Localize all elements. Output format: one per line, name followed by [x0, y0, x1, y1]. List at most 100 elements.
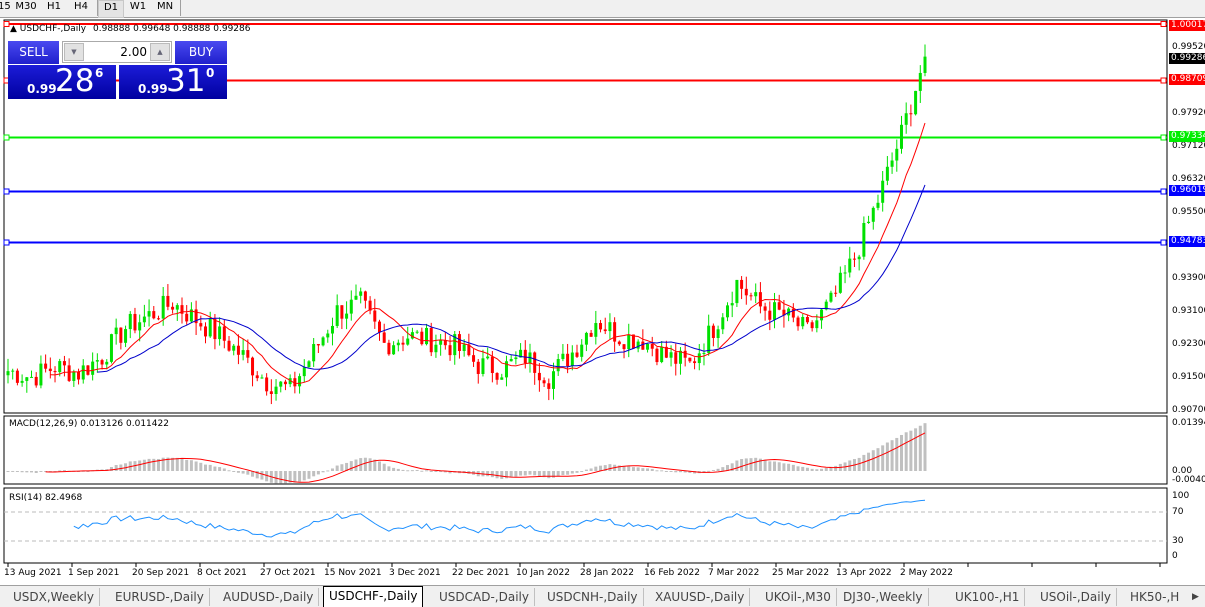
tf-m15[interactable]: 15 — [0, 1, 11, 12]
tabs-scroll-right-icon[interactable]: ▶ — [1192, 592, 1199, 602]
decrease-lot-button[interactable]: ▼ — [64, 43, 84, 61]
candle-body — [274, 386, 278, 395]
candle-body — [269, 391, 273, 395]
macd-histogram-bar — [25, 471, 29, 473]
buy-price[interactable]: 0.99 31 0 — [119, 63, 227, 99]
macd-histogram-bar — [307, 471, 311, 479]
candle-body — [194, 309, 198, 324]
macd-histogram-bar — [204, 464, 208, 471]
candle-body — [749, 295, 753, 297]
macd-histogram-bar — [646, 468, 650, 471]
candle-body — [321, 337, 325, 346]
candle-body — [330, 325, 334, 334]
macd-histogram-bar — [763, 459, 767, 471]
tab-xauusd-daily[interactable]: XAUUSD-,Daily — [650, 588, 751, 606]
tab-usdx-weekly[interactable]: USDX,Weekly — [8, 588, 100, 606]
tab-usoil-daily[interactable]: USOil-,Daily — [1035, 588, 1118, 606]
macd-histogram-bar — [551, 471, 555, 478]
candle-body — [439, 340, 443, 345]
sell-price[interactable]: 0.99 28 6 — [8, 63, 116, 99]
macd-histogram-bar — [716, 468, 720, 471]
candle-body — [500, 377, 504, 380]
candle-body — [147, 311, 151, 317]
macd-histogram-bar — [566, 471, 570, 475]
macd-histogram-bar — [86, 471, 90, 472]
candle-body — [660, 346, 664, 363]
increase-lot-button[interactable]: ▲ — [150, 43, 170, 61]
candle-body — [914, 90, 918, 115]
macd-histogram-bar — [208, 464, 212, 471]
date-label: 16 Feb 2022 — [644, 568, 701, 578]
macd-histogram-bar — [241, 471, 245, 474]
tf-m30[interactable]: M30 — [15, 1, 37, 12]
tf-mn[interactable]: MN — [156, 1, 174, 12]
macd-histogram-bar — [152, 458, 156, 471]
macd-histogram-bar — [533, 471, 537, 476]
macd-histogram-bar — [175, 457, 179, 471]
chart-tabs: USDX,Weekly EURUSD-,Daily AUDUSD-,Daily … — [0, 585, 1205, 607]
macd-histogram-bar — [787, 463, 791, 471]
tf-h4[interactable]: H4 — [74, 1, 88, 12]
tab-usdchf-daily[interactable]: USDCHF-,Daily — [323, 586, 424, 607]
macd-histogram-bar — [542, 471, 546, 478]
candle-body — [707, 325, 711, 353]
level-tag-3: 0.97334 — [1169, 131, 1205, 142]
macd-histogram-bar — [570, 471, 574, 474]
macd-histogram-bar — [373, 459, 377, 471]
rsi-axis-label: 100 — [1172, 491, 1190, 501]
candle-body — [490, 356, 494, 374]
date-label: 2 May 2022 — [900, 568, 953, 578]
candle-body — [265, 377, 269, 392]
macd-histogram-bar — [777, 462, 781, 471]
lot-size-stepper[interactable]: ▼ 2.00 ▲ — [62, 41, 172, 63]
macd-axis-label: 0.00 — [1172, 466, 1193, 476]
tf-d1[interactable]: D1 — [98, 0, 124, 18]
candle-body — [288, 378, 292, 385]
macd-histogram-bar — [537, 471, 541, 477]
sell-button[interactable]: SELL — [8, 41, 59, 64]
tab-eurusd-daily[interactable]: EURUSD-,Daily — [110, 588, 210, 606]
macd-histogram-bar — [580, 471, 584, 472]
tab-uk100-h1[interactable]: UK100-,H1 — [950, 588, 1026, 606]
tab-dj30-weekly[interactable]: DJ30-,Weekly — [838, 588, 929, 606]
candle-body — [222, 326, 226, 341]
candle-body — [368, 300, 372, 311]
candle-body — [495, 373, 499, 380]
candle-body — [848, 258, 852, 273]
buy-button[interactable]: BUY — [175, 41, 227, 64]
candle-body — [312, 344, 316, 362]
macd-histogram-bar — [410, 470, 414, 472]
macd-histogram-bar — [218, 467, 222, 471]
date-label: 7 Mar 2022 — [708, 568, 760, 578]
macd-histogram-bar — [627, 466, 631, 471]
tf-h1[interactable]: H1 — [47, 1, 61, 12]
macd-histogram-bar — [415, 470, 419, 472]
tab-hk50[interactable]: HK50-,H — [1130, 590, 1180, 604]
macd-histogram-bar — [316, 471, 320, 475]
candle-body — [617, 341, 621, 345]
collapse-triangle-icon[interactable]: ▲ — [10, 24, 17, 34]
macd-histogram-bar — [486, 471, 490, 477]
tab-audusd-daily[interactable]: AUDUSD-,Daily — [218, 588, 320, 606]
tab-usdcnh-daily[interactable]: USDCNH-,Daily — [542, 588, 644, 606]
macd-histogram-bar — [725, 465, 729, 471]
macd-histogram-bar — [194, 461, 198, 471]
candle-body — [735, 279, 739, 304]
macd-histogram-bar — [730, 463, 734, 471]
macd-histogram-bar — [189, 460, 193, 471]
lot-size-input[interactable]: 2.00 — [120, 45, 147, 59]
macd-histogram-bar — [340, 464, 344, 471]
macd-histogram-bar — [265, 471, 269, 482]
candle-body — [95, 360, 99, 362]
chart-header: ▲ USDCHF-,Daily 0.98888 0.99648 0.98888 … — [10, 24, 250, 34]
macd-histogram-bar — [119, 464, 123, 471]
tf-w1[interactable]: W1 — [129, 1, 147, 12]
tab-usdcad-daily[interactable]: USDCAD-,Daily — [434, 588, 535, 606]
candle-body — [20, 380, 24, 383]
candle-body — [683, 350, 687, 358]
tab-ukoil-m30[interactable]: UKOil-,M30 — [760, 588, 837, 606]
candle-body — [829, 292, 833, 302]
